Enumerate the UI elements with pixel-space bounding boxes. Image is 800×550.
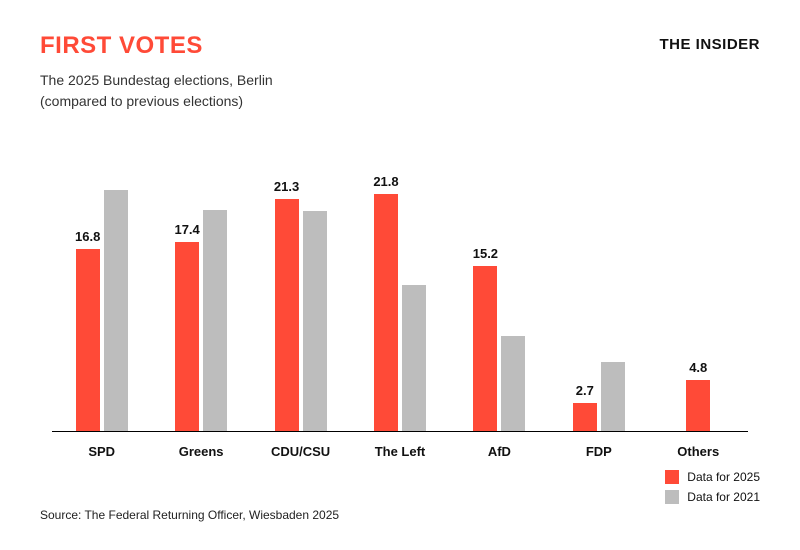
bar-value-label: 15.2 <box>473 246 498 261</box>
bar-value-label: 4.8 <box>689 360 707 375</box>
bar-2025: 15.2 <box>473 266 497 432</box>
legend-item-2025: Data for 2025 <box>665 470 760 484</box>
x-axis-label: Others <box>649 432 748 472</box>
header-row: FIRST VOTES The 2025 Bundestag elections… <box>40 32 760 112</box>
brand-label: THE INSIDER <box>659 36 760 53</box>
bar-2021 <box>402 285 426 432</box>
bar-2021 <box>303 211 327 432</box>
source-label: Source: The Federal Returning Officer, W… <box>40 508 339 522</box>
bar-group: 16.8 <box>52 170 151 432</box>
page-subtitle: The 2025 Bundestag elections, Berlin (co… <box>40 70 273 112</box>
bar-group: 21.8 <box>350 170 449 432</box>
page: FIRST VOTES The 2025 Bundestag elections… <box>0 0 800 550</box>
x-axis-label: The Left <box>350 432 449 472</box>
bar-2021 <box>501 336 525 432</box>
bar-value-label: 21.3 <box>274 179 299 194</box>
bar-group: 17.4 <box>151 170 250 432</box>
x-axis-label: FDP <box>549 432 648 472</box>
page-title: FIRST VOTES <box>40 32 273 60</box>
bar-2021 <box>203 210 227 432</box>
x-axis-label: AfD <box>450 432 549 472</box>
bar-2021 <box>601 362 625 432</box>
x-axis-label: CDU/CSU <box>251 432 350 472</box>
bar-2025: 21.3 <box>275 199 299 432</box>
bar-group: 4.8 <box>649 170 748 432</box>
bar-value-label: 17.4 <box>174 222 199 237</box>
bar-chart: 16.8 17.4 21.3 21.8 15.2 2.7 4.8 SPDGreensCDU/… <box>40 152 760 472</box>
bar-value-label: 16.8 <box>75 229 100 244</box>
bar-groups: 16.8 17.4 21.3 21.8 15.2 2.7 4.8 <box>52 170 748 432</box>
bar-2025: 21.8 <box>374 194 398 432</box>
x-axis-label: SPD <box>52 432 151 472</box>
bar-2021 <box>104 190 128 432</box>
subtitle-line-2: (compared to previous elections) <box>40 93 243 109</box>
bar-value-label: 21.8 <box>373 174 398 189</box>
bar-group: 21.3 <box>251 170 350 432</box>
legend-label-2025: Data for 2025 <box>687 470 760 484</box>
bar-2025: 16.8 <box>76 249 100 432</box>
bar-group: 2.7 <box>549 170 648 432</box>
legend: Data for 2025 Data for 2021 <box>665 470 760 504</box>
x-axis-labels: SPDGreensCDU/CSUThe LeftAfDFDPOthers <box>52 432 748 472</box>
plot-area: 16.8 17.4 21.3 21.8 15.2 2.7 4.8 <box>52 170 748 432</box>
legend-label-2021: Data for 2021 <box>687 490 760 504</box>
x-axis-label: Greens <box>151 432 250 472</box>
bar-2025: 17.4 <box>175 242 199 432</box>
legend-swatch-2025 <box>665 470 679 484</box>
bar-group: 15.2 <box>450 170 549 432</box>
bar-value-label: 2.7 <box>576 383 594 398</box>
bar-2025: 4.8 <box>686 380 710 432</box>
bar-2025: 2.7 <box>573 403 597 432</box>
legend-swatch-2021 <box>665 490 679 504</box>
subtitle-line-1: The 2025 Bundestag elections, Berlin <box>40 72 273 88</box>
legend-item-2021: Data for 2021 <box>665 490 760 504</box>
